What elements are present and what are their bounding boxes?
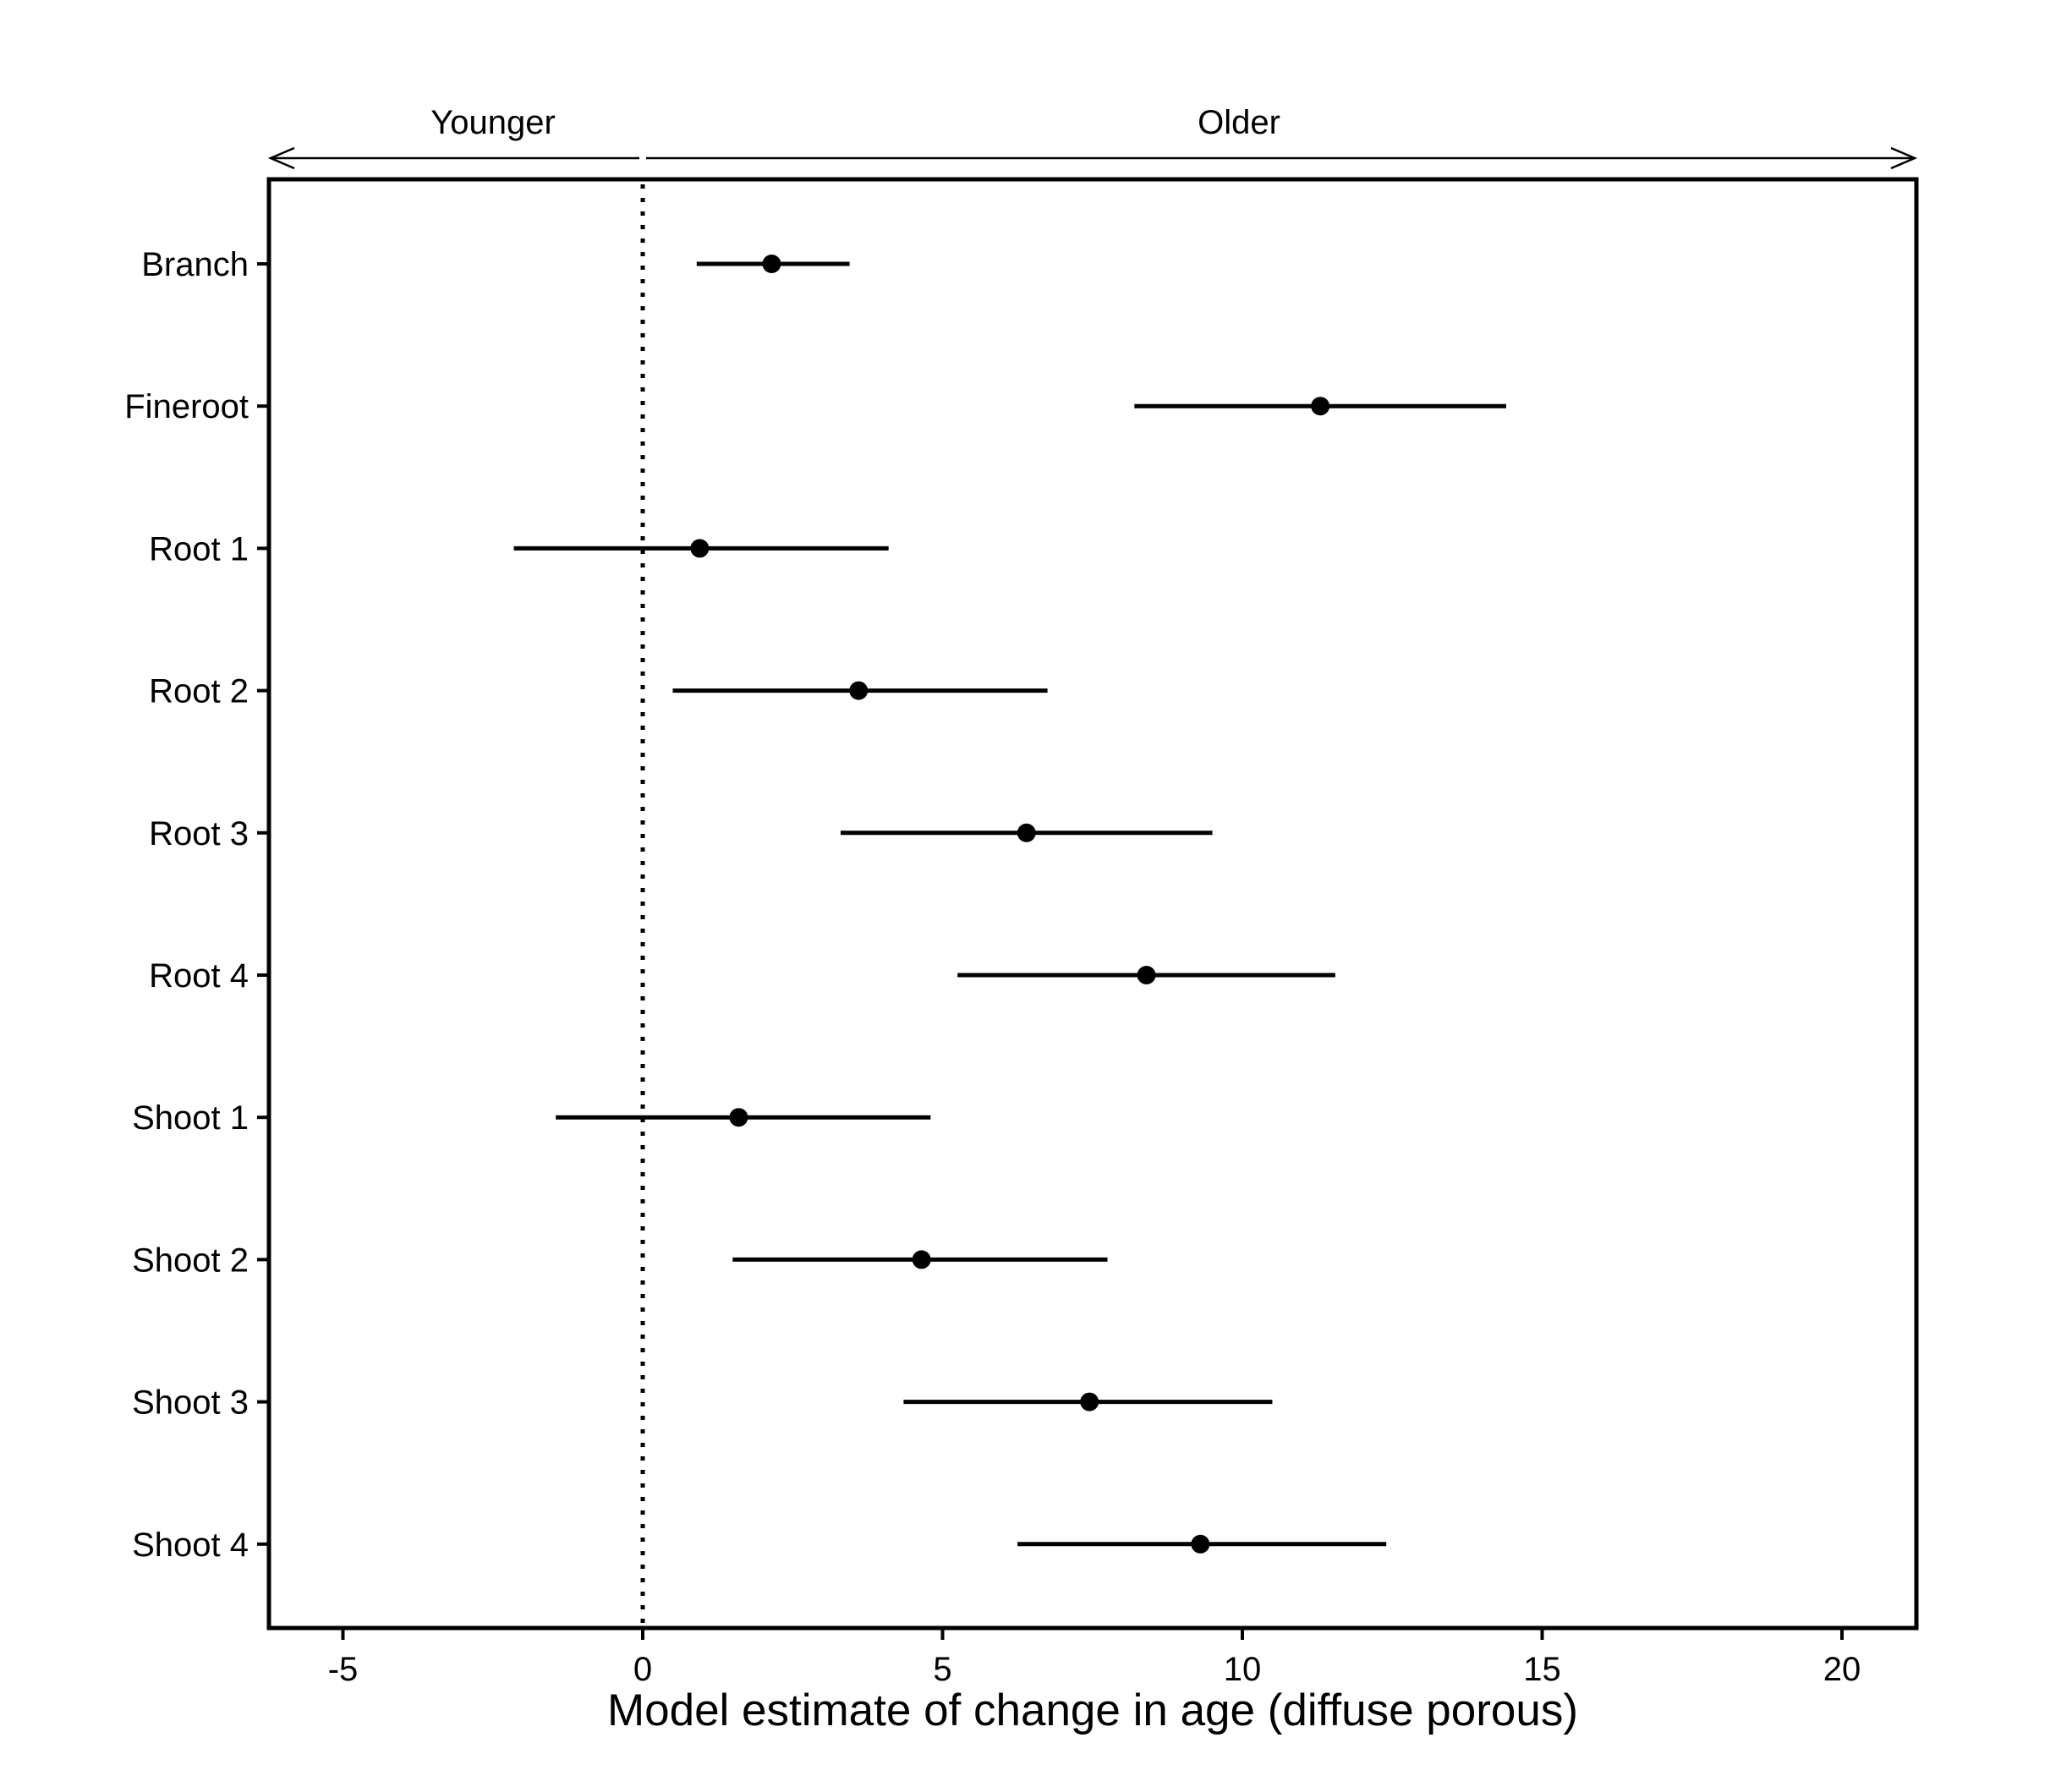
younger-label: Younger xyxy=(430,104,556,141)
y-tick-label: Root 1 xyxy=(149,530,249,567)
x-tick-label: 10 xyxy=(1224,1651,1262,1688)
point-estimate xyxy=(1017,823,1036,842)
older-arrow-head xyxy=(1890,146,1918,170)
y-tick-label: Shoot 4 xyxy=(132,1527,249,1564)
point-estimate xyxy=(1311,397,1330,416)
younger-arrow-head xyxy=(267,146,295,170)
y-tick-label: Shoot 2 xyxy=(132,1242,249,1279)
x-tick-label: -5 xyxy=(328,1651,359,1688)
y-tick-label: Root 4 xyxy=(149,957,249,995)
y-tick-label: Shoot 1 xyxy=(132,1099,249,1137)
point-estimate xyxy=(762,255,781,273)
x-tick-label: 5 xyxy=(933,1651,951,1688)
x-tick-label: 15 xyxy=(1523,1651,1561,1688)
x-tick-label: 0 xyxy=(633,1651,652,1688)
plot-frame xyxy=(266,177,1919,1631)
y-tick-label: Root 3 xyxy=(149,815,249,852)
direction-arrows xyxy=(267,146,1918,170)
point-estimate xyxy=(1191,1534,1210,1554)
x-axis-title: Model estimate of change in age (diffuse… xyxy=(607,1686,1578,1735)
intervals xyxy=(513,255,1506,1554)
older-label: Older xyxy=(1198,104,1280,141)
point-estimate xyxy=(1137,966,1156,984)
y-tick-label: Fineroot xyxy=(124,388,249,425)
point-estimate xyxy=(912,1250,931,1269)
y-axis: Branch Fineroot Root 1 Root 2 Root 3 Root 4 Sh… xyxy=(124,246,269,1564)
point-estimate xyxy=(690,539,710,558)
y-tick-label: Root 2 xyxy=(149,673,249,710)
y-tick-label: Shoot 3 xyxy=(132,1384,249,1422)
x-tick-label: 20 xyxy=(1823,1651,1861,1688)
point-estimate xyxy=(1080,1392,1099,1411)
y-tick-label: Branch xyxy=(141,246,249,283)
x-axis: -5 0 5 10 15 20 xyxy=(328,1628,1861,1688)
point-estimate xyxy=(849,681,869,700)
point-estimate xyxy=(729,1108,748,1127)
